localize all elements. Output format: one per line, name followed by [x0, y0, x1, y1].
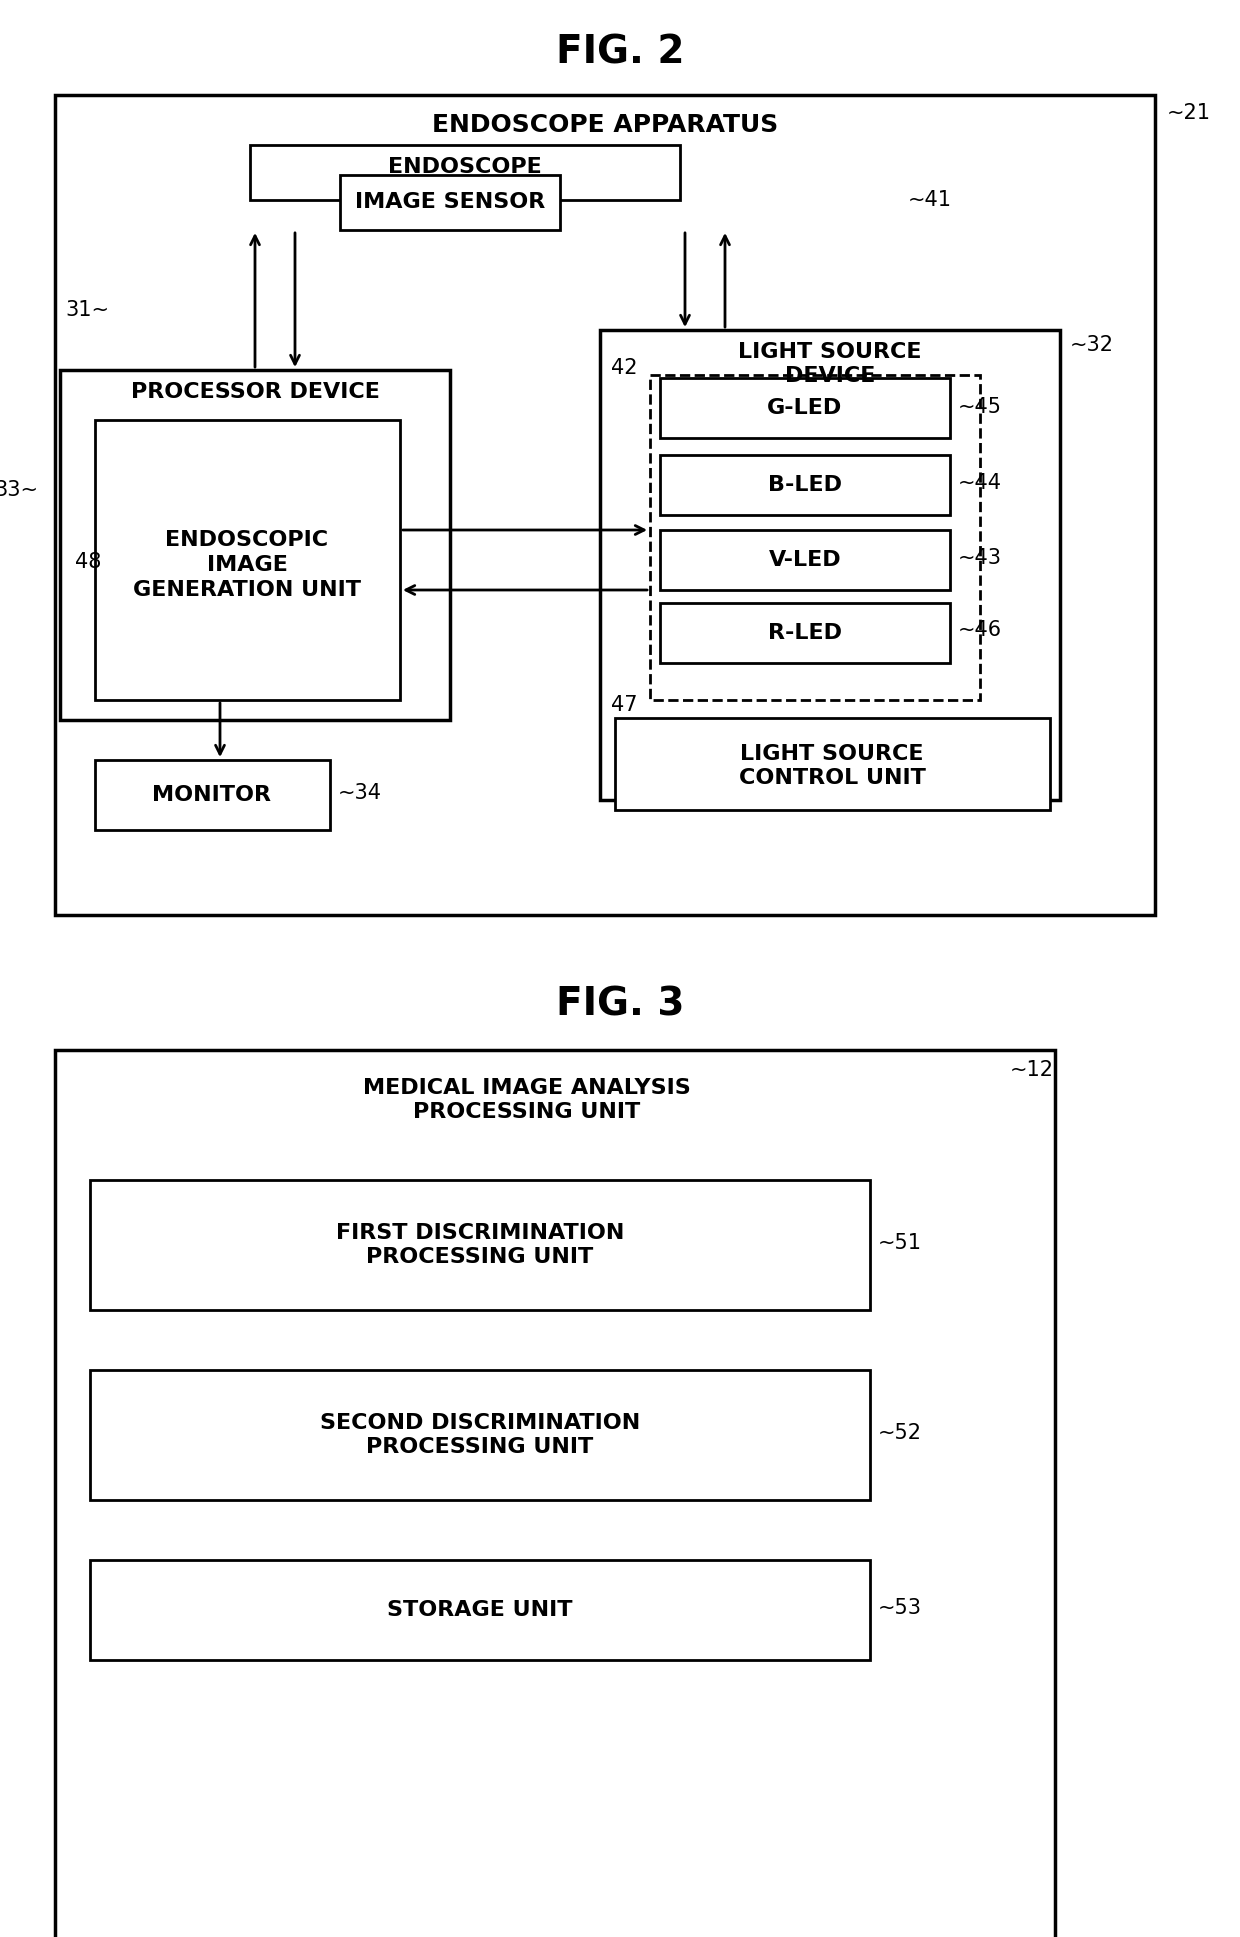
Bar	[340, 174, 560, 231]
Text: SECOND DISCRIMINATION: SECOND DISCRIMINATION	[320, 1412, 640, 1433]
Text: G-LED: G-LED	[768, 397, 843, 418]
Text: ~34: ~34	[339, 783, 382, 804]
Text: FIRST DISCRIMINATION: FIRST DISCRIMINATION	[336, 1222, 624, 1244]
Text: LIGHT SOURCE: LIGHT SOURCE	[738, 343, 921, 362]
Bar	[95, 420, 401, 699]
Bar	[660, 602, 950, 662]
Text: 47: 47	[611, 695, 639, 715]
Text: V-LED: V-LED	[769, 550, 841, 569]
Text: ~46: ~46	[959, 620, 1002, 639]
Text: ~45: ~45	[959, 397, 1002, 416]
Bar	[250, 145, 680, 200]
Text: ENDOSCOPE APPARATUS: ENDOSCOPE APPARATUS	[432, 112, 779, 138]
Text: PROCESSING UNIT: PROCESSING UNIT	[366, 1247, 594, 1267]
Bar	[660, 378, 950, 438]
Text: 31~: 31~	[64, 300, 109, 320]
Text: MEDICAL IMAGE ANALYSIS: MEDICAL IMAGE ANALYSIS	[363, 1079, 691, 1098]
Bar	[91, 1559, 870, 1660]
Text: PROCESSING UNIT: PROCESSING UNIT	[413, 1102, 641, 1122]
Text: ~52: ~52	[878, 1424, 923, 1443]
Text: IMAGE SENSOR: IMAGE SENSOR	[355, 192, 546, 211]
Text: FIG. 3: FIG. 3	[556, 986, 684, 1025]
Text: GENERATION UNIT: GENERATION UNIT	[133, 579, 361, 600]
Bar	[91, 1180, 870, 1309]
Text: R-LED: R-LED	[768, 624, 842, 643]
Text: STORAGE UNIT: STORAGE UNIT	[387, 1600, 573, 1619]
Bar	[615, 719, 1050, 810]
Text: DEVICE: DEVICE	[785, 366, 875, 385]
Bar	[650, 376, 980, 699]
Text: ~43: ~43	[959, 548, 1002, 568]
Text: LIGHT SOURCE: LIGHT SOURCE	[740, 744, 924, 763]
Bar	[95, 759, 330, 829]
Text: IMAGE: IMAGE	[207, 556, 288, 575]
Text: ~41: ~41	[908, 190, 952, 209]
Text: ~21: ~21	[1167, 103, 1211, 124]
Bar	[60, 370, 450, 721]
Text: MONITOR: MONITOR	[153, 784, 272, 806]
Text: ENDOSCOPIC: ENDOSCOPIC	[165, 531, 329, 550]
Bar	[600, 329, 1060, 800]
Text: CONTROL UNIT: CONTROL UNIT	[739, 767, 925, 788]
Text: B-LED: B-LED	[768, 475, 842, 496]
Bar	[91, 1369, 870, 1499]
Bar	[660, 455, 950, 515]
Text: PROCESSING UNIT: PROCESSING UNIT	[366, 1437, 594, 1457]
Bar	[55, 1050, 1055, 1937]
Text: FIG. 2: FIG. 2	[556, 33, 684, 72]
Text: ~32: ~32	[1070, 335, 1114, 354]
Text: ENDOSCOPE: ENDOSCOPE	[388, 157, 542, 176]
Text: ~53: ~53	[878, 1598, 923, 1617]
Text: ~44: ~44	[959, 473, 1002, 494]
Bar	[55, 95, 1154, 914]
Text: ~12: ~12	[1011, 1060, 1054, 1081]
Text: 48: 48	[74, 552, 102, 571]
Text: 42: 42	[611, 358, 639, 378]
Text: ~51: ~51	[878, 1234, 923, 1253]
Bar	[660, 531, 950, 591]
Text: PROCESSOR DEVICE: PROCESSOR DEVICE	[130, 382, 379, 403]
Text: 33~: 33~	[0, 480, 38, 500]
